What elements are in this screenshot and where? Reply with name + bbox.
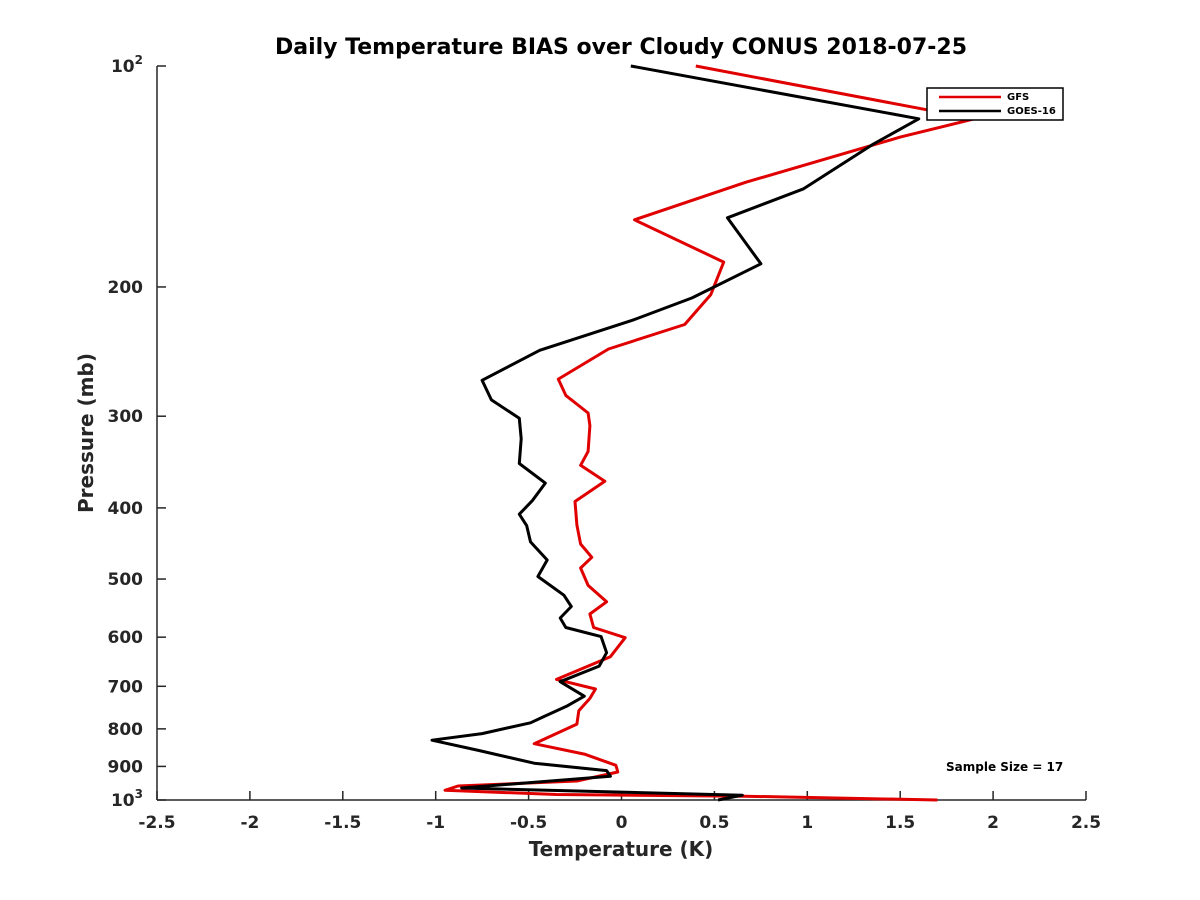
y-tick-label-base: 400	[108, 499, 144, 519]
y-tick-label-base: 200	[108, 278, 144, 298]
y-tick-label: 102	[111, 53, 143, 77]
x-tick-label: -1.5	[324, 813, 361, 833]
y-tick-label-base: 500	[108, 570, 144, 590]
y-tick-label-base: 300	[108, 407, 144, 427]
sample-size-annotation: Sample Size = 17	[946, 760, 1063, 774]
legend: GFS GOES-16	[926, 87, 1064, 121]
x-ticks: -2.5 -2 -1.5 -1 -0.5 0 0.5 1 1.5 2 2.5	[138, 791, 1101, 833]
x-tick-label: 0.5	[699, 813, 729, 833]
y-tick-label: 103	[111, 787, 143, 811]
axes	[156, 66, 1086, 801]
x-tick-label: -0.5	[510, 813, 547, 833]
legend-label-goes16: GOES-16	[1007, 106, 1056, 117]
series-line-goes16	[430, 64, 921, 802]
y-tick-label-base: 600	[108, 628, 144, 648]
y-tick-label: 300	[108, 407, 144, 427]
y-tick-label: 400	[108, 499, 144, 519]
series-line-gfs	[443, 64, 976, 802]
x-tick-label: 2	[987, 813, 999, 833]
x-tick-label: 2.5	[1071, 813, 1101, 833]
y-tick-label-exponent: 2	[135, 53, 143, 67]
y-tick-label-base: 10	[111, 791, 135, 811]
x-tick-label: -2	[240, 813, 259, 833]
x-tick-label: -1	[426, 813, 445, 833]
y-tick-label-base: 800	[108, 720, 144, 740]
series-layer	[430, 64, 976, 802]
y-tick-label: 900	[108, 757, 144, 777]
y-axis-label: Pressure (mb)	[74, 353, 98, 513]
chart-title: Daily Temperature BIAS over Cloudy CONUS…	[275, 35, 967, 60]
legend-label-gfs: GFS	[1007, 92, 1029, 103]
y-tick-label-base: 700	[108, 677, 144, 697]
x-axis-label: Temperature (K)	[529, 837, 714, 861]
x-tick-label: 1	[801, 813, 813, 833]
y-tick-label: 800	[108, 720, 144, 740]
y-tick-label: 700	[108, 677, 144, 697]
y-tick-label: 600	[108, 628, 144, 648]
y-tick-label-base: 10	[111, 57, 135, 77]
y-tick-label: 200	[108, 278, 144, 298]
y-tick-label-exponent: 3	[135, 787, 143, 801]
y-tick-label-base: 900	[108, 757, 144, 777]
x-tick-label: 0	[616, 813, 628, 833]
legend-box	[926, 87, 1064, 121]
y-tick-label: 500	[108, 570, 144, 590]
x-tick-label: -2.5	[138, 813, 175, 833]
x-tick-label: 1.5	[885, 813, 915, 833]
